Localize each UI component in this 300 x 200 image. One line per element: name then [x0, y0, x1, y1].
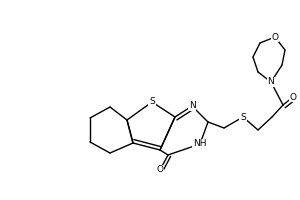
Text: S: S	[149, 98, 155, 106]
Text: N: N	[189, 102, 195, 110]
Text: O: O	[290, 92, 296, 102]
Text: O: O	[157, 166, 164, 174]
Text: NH: NH	[193, 140, 207, 148]
Text: O: O	[272, 32, 278, 42]
Text: N: N	[268, 77, 274, 86]
Text: S: S	[240, 112, 246, 121]
